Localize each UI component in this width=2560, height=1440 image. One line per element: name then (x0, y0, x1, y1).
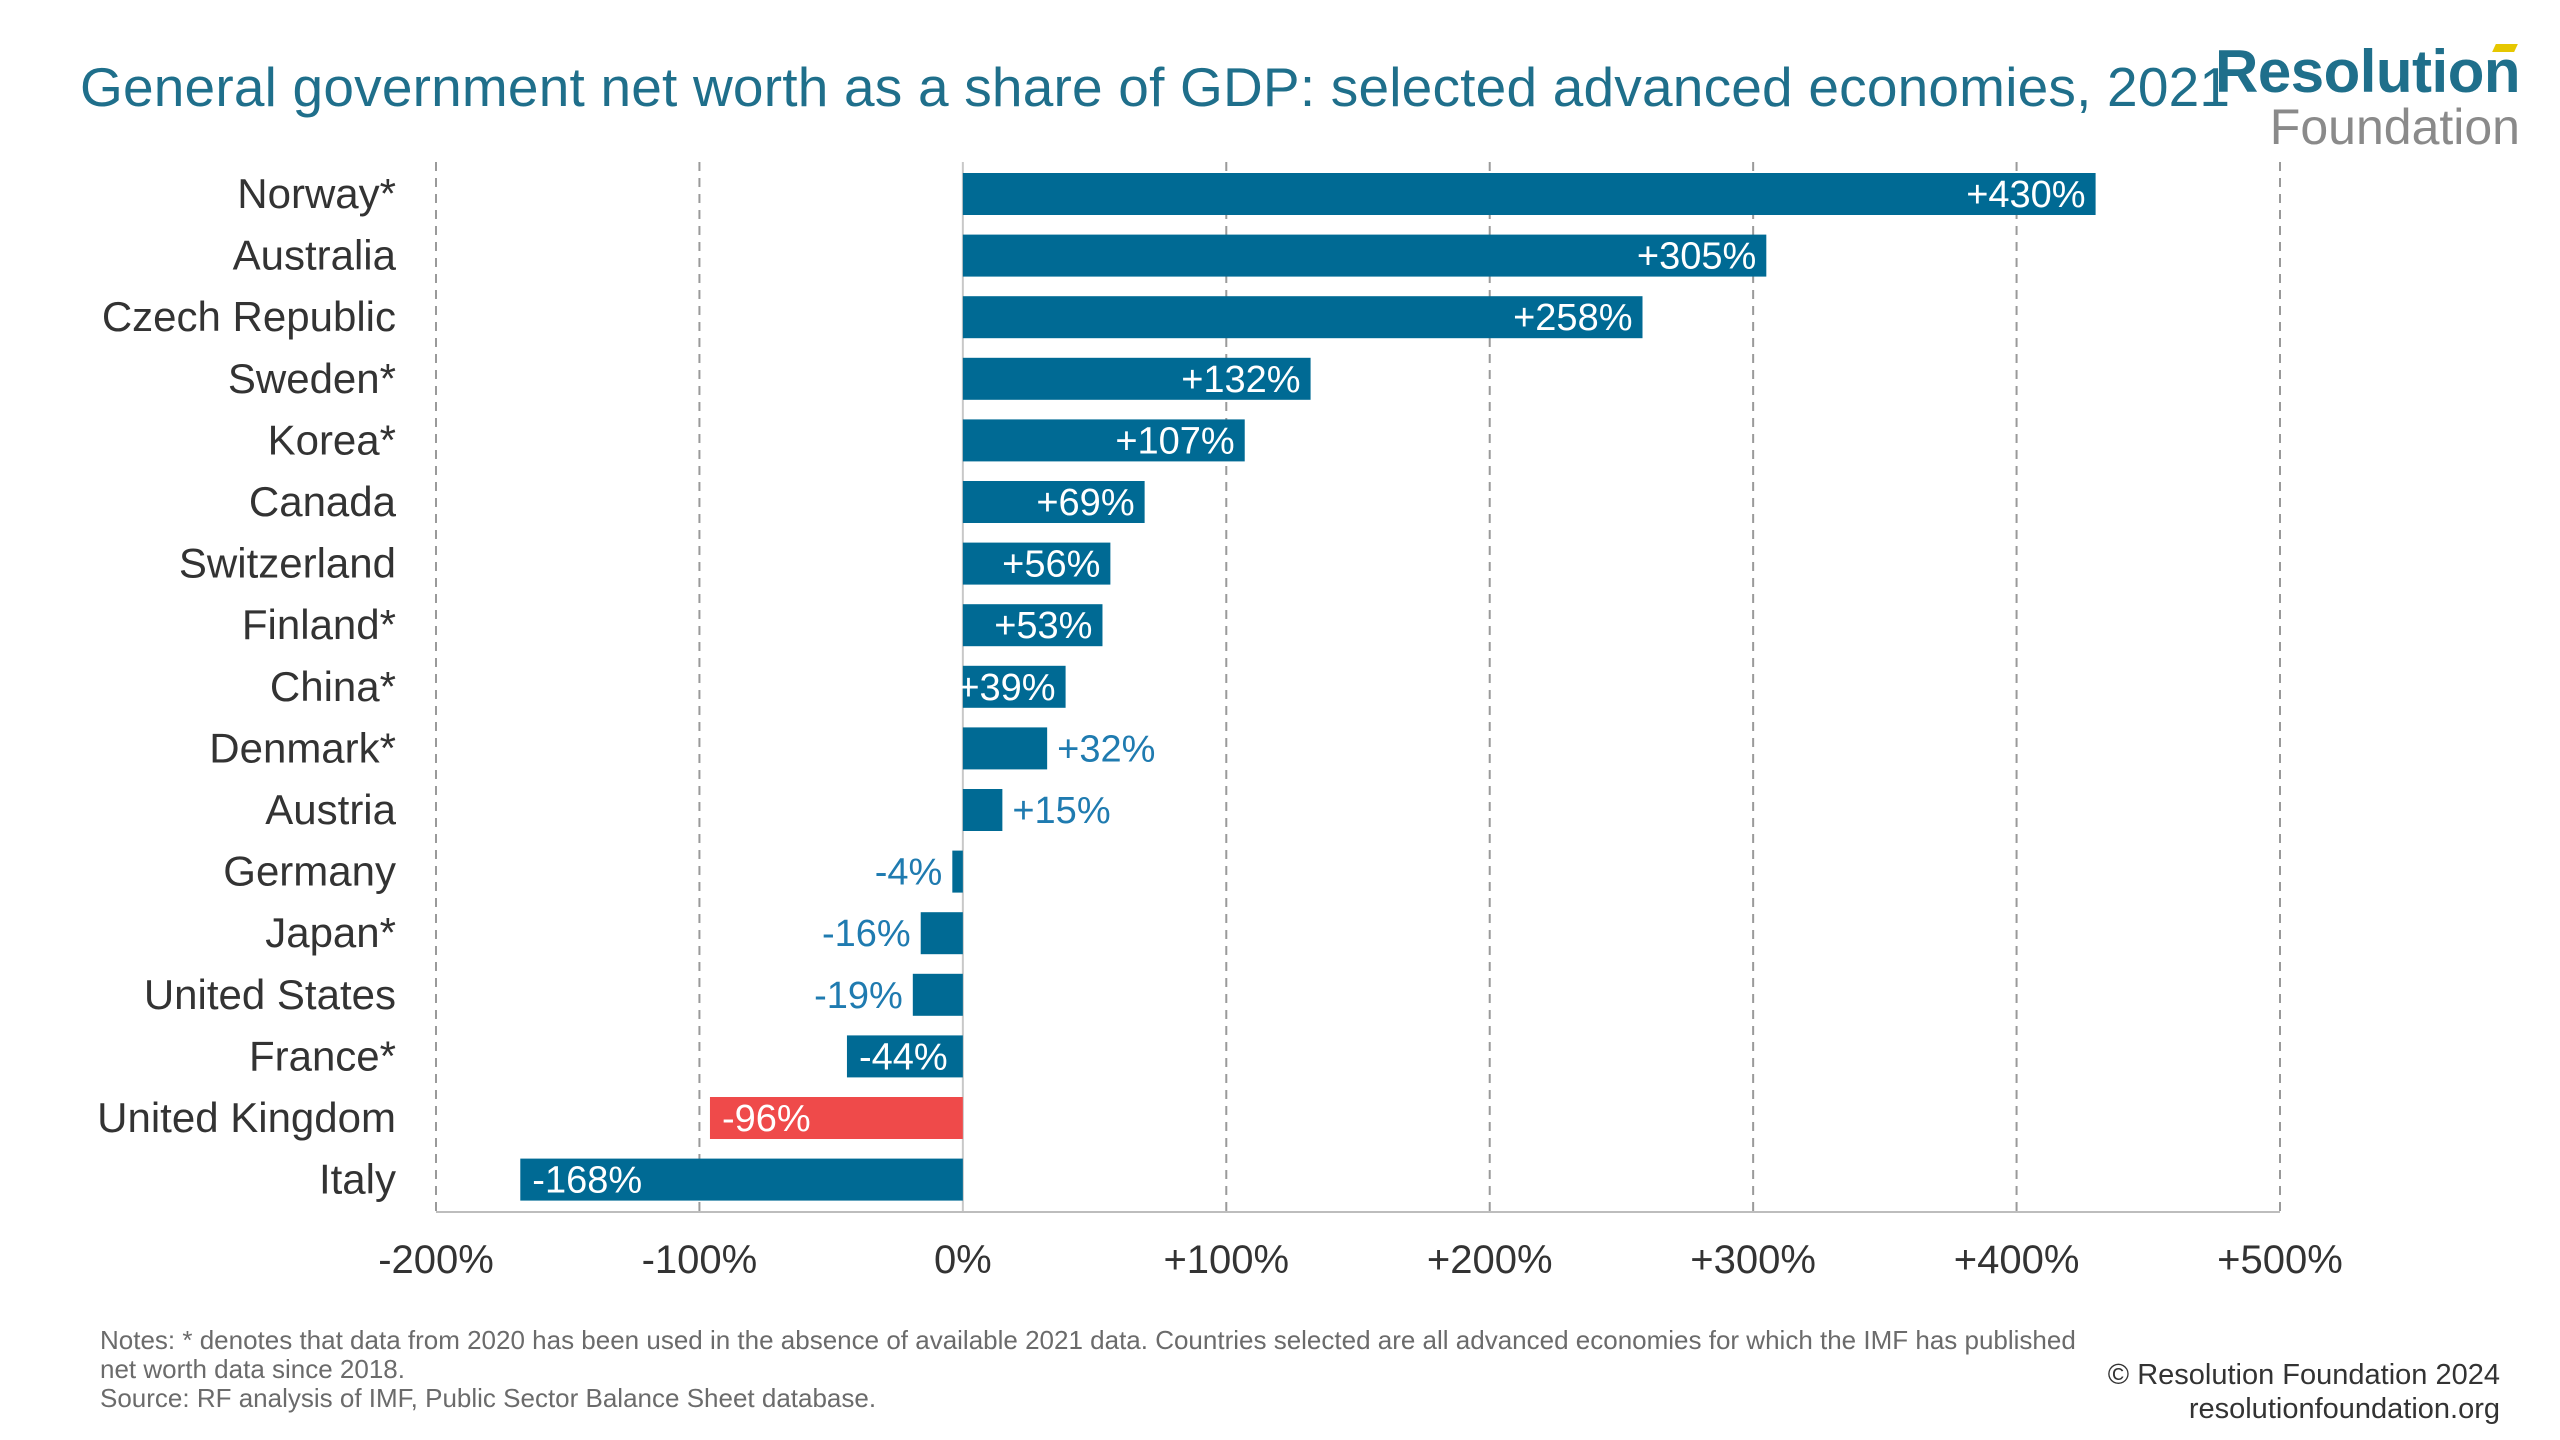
source-line: Source: RF analysis of IMF, Public Secto… (100, 1383, 877, 1413)
bar (520, 1158, 963, 1201)
x-tick-label: +100% (1163, 1238, 1289, 1282)
data-label: -44% (859, 1036, 948, 1078)
copyright-text: © Resolution Foundation 2024 (2107, 1359, 2500, 1391)
x-tick-label: -100% (642, 1238, 758, 1282)
category-label: Finland* (242, 601, 396, 648)
bar (962, 604, 1103, 647)
data-label: -16% (822, 913, 911, 955)
bar (962, 727, 1048, 770)
category-label: Canada (249, 478, 397, 525)
bar (709, 1097, 963, 1139)
data-label: +32% (1057, 728, 1155, 770)
category-label: China* (270, 663, 396, 710)
resolution-foundation-logo: Resolution Foundation (2215, 38, 2521, 155)
category-label: Japan* (265, 909, 396, 956)
x-tick-label: +200% (1427, 1238, 1553, 1282)
website-text: resolutionfoundation.org (2188, 1393, 2500, 1425)
category-label: France* (249, 1032, 396, 1079)
data-label: -4% (875, 852, 943, 894)
bar (962, 665, 1066, 708)
category-label: Switzerland (179, 540, 396, 587)
bar (962, 419, 1245, 462)
chart-title: General government net worth as a share … (80, 56, 2231, 118)
data-label: +53% (994, 605, 1092, 647)
data-label: +430% (1966, 174, 2085, 216)
logo-word-foundation: Foundation (2269, 99, 2520, 155)
category-label: Sweden* (228, 355, 396, 402)
bar (912, 973, 963, 1016)
bar (846, 1035, 963, 1078)
category-label: United States (144, 971, 396, 1018)
credit-block: © Resolution Foundation 2024 resolutionf… (2108, 1358, 2500, 1426)
bar (962, 481, 1145, 523)
data-label: -96% (722, 1098, 811, 1140)
data-label: +305% (1637, 236, 1756, 278)
bar (962, 173, 2096, 215)
data-label: -168% (532, 1160, 642, 1202)
category-label: United Kingdom (97, 1094, 396, 1141)
x-tick-label: 0% (934, 1238, 992, 1282)
data-label: +107% (1115, 420, 1234, 462)
bar (952, 850, 963, 893)
data-label: +258% (1513, 297, 1632, 339)
category-label: Czech Republic (102, 293, 396, 340)
category-label: Austria (265, 786, 396, 833)
logo-word-resolution: Resolution (2215, 38, 2521, 105)
bar (962, 296, 1643, 339)
x-tick-label: -200% (378, 1238, 494, 1282)
x-tick-label: +300% (1690, 1238, 1816, 1282)
category-label: Denmark* (209, 724, 396, 771)
data-label: +15% (1012, 790, 1110, 832)
data-label: -19% (814, 975, 903, 1017)
category-label: Korea* (268, 416, 396, 463)
category-label: Australia (233, 232, 397, 279)
data-label: +56% (1002, 544, 1100, 586)
x-tick-label: +500% (2217, 1238, 2343, 1282)
data-label: +132% (1181, 359, 1300, 401)
bar (962, 789, 1003, 831)
notes-line-2: net worth data since 2018. (100, 1354, 405, 1384)
bar (962, 357, 1311, 400)
category-label: Norway* (237, 170, 396, 217)
bar (920, 912, 963, 955)
x-tick-label: +400% (1954, 1238, 2080, 1282)
bar (962, 234, 1767, 277)
bar (962, 542, 1111, 585)
notes-line-1: Notes: * denotes that data from 2020 has… (100, 1325, 2076, 1355)
data-label: +69% (1036, 482, 1134, 524)
category-label: Germany (223, 848, 396, 895)
chart-notes: Notes: * denotes that data from 2020 has… (100, 1326, 2200, 1413)
data-label: +39% (957, 667, 1055, 709)
category-label: Italy (319, 1156, 396, 1203)
